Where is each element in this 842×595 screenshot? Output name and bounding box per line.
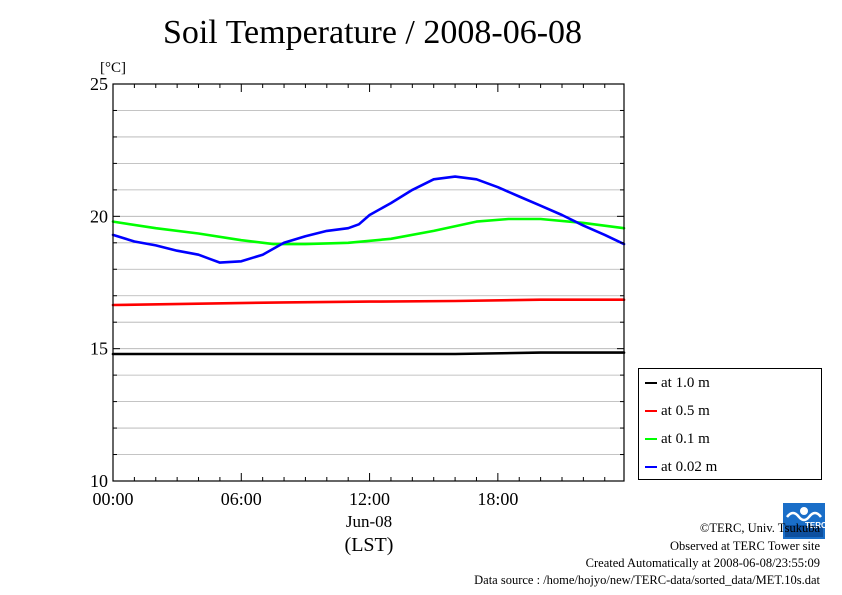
legend-swatch	[645, 438, 657, 440]
legend-label: at 0.1 m	[661, 430, 710, 447]
x-tick-label: 00:00	[92, 489, 133, 509]
chart-title: Soil Temperature / 2008-06-08	[162, 14, 583, 51]
x-axis-timezone: (LST)	[345, 534, 394, 556]
legend-label: at 0.02 m	[661, 458, 718, 475]
y-tick-label: 10	[90, 471, 108, 491]
y-axis-unit: [°C]	[100, 60, 126, 76]
legend-swatch	[645, 466, 657, 468]
legend-item: at 0.5 m	[645, 401, 710, 421]
legend-swatch	[645, 382, 657, 384]
x-axis-date: Jun-08	[346, 512, 392, 531]
x-tick-label: 18:00	[477, 489, 518, 509]
footer-copyright: ©TERC, Univ. Tsukuba	[699, 521, 820, 535]
series-line-at-0-02-m	[111, 175, 626, 264]
y-tick-label: 20	[90, 206, 108, 226]
legend-label: at 1.0 m	[661, 374, 710, 391]
legend-item: at 0.02 m	[645, 457, 717, 477]
axis-ticks	[112, 83, 624, 482]
series-line-at-0-5-m	[111, 298, 626, 307]
plot-frame	[112, 83, 625, 482]
x-tick-label: 06:00	[221, 489, 262, 509]
series-line-at-0-1-m	[111, 217, 626, 246]
logo-text: TERC	[805, 521, 827, 530]
series-lines	[111, 175, 626, 356]
footer-observed: Observed at TERC Tower site	[669, 539, 820, 553]
grid-lines	[113, 110, 624, 455]
x-tick-label: 12:00	[349, 489, 390, 509]
y-tick-label: 15	[90, 339, 108, 359]
tick-labels: 10 15 20 25 00:00 06:00 12:00 18:00	[90, 74, 518, 509]
legend-item: at 1.0 m	[645, 373, 710, 393]
series-line-at-1-0-m	[111, 351, 626, 356]
footer-created: Created Automatically at 2008-06-08/23:5…	[585, 556, 820, 570]
legend-label: at 0.5 m	[661, 402, 710, 419]
legend-swatch	[645, 410, 657, 412]
terc-logo-icon	[783, 503, 825, 539]
legend-item: at 0.1 m	[645, 429, 710, 449]
legend: at 1.0 m at 0.5 m at 0.1 m at 0.02 m	[638, 368, 822, 480]
y-tick-label: 25	[90, 74, 108, 94]
footer-source: Data source : /home/hojyo/new/TERC-data/…	[474, 573, 820, 587]
